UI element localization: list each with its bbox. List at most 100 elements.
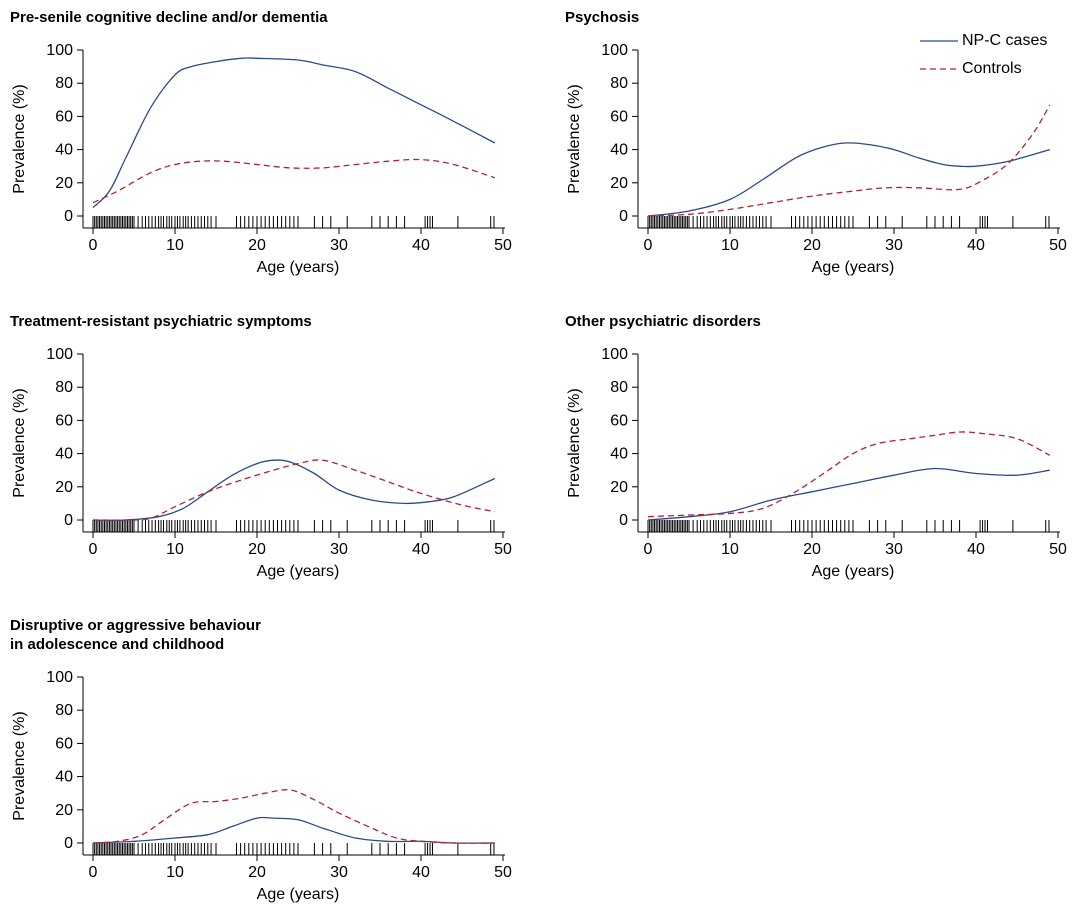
legend-label: Controls [962,60,1022,77]
legend-item-controls: Controls [920,59,1070,79]
y-tick-label: 20 [55,802,73,819]
legend: NP-C cases Controls [920,31,1070,81]
legend-swatch-controls [920,68,958,70]
y-tick-label: 20 [55,175,73,192]
x-tick-label: 20 [248,541,266,558]
x-axis-label: Age (years) [257,259,340,276]
series-line-cases [92,459,496,521]
x-tick-label: 20 [803,237,821,254]
series-line-controls [647,431,1051,518]
y-tick-label: 100 [46,42,73,59]
series-line-controls [92,789,495,844]
x-tick-label: 10 [166,864,184,881]
series-line-cases [92,57,496,209]
y-axis-label: Prevalence (%) [11,84,28,193]
y-tick-label: 100 [46,669,73,686]
y-tick-label: 0 [619,512,628,529]
x-tick-label: 0 [89,237,98,254]
x-tick-label: 0 [644,237,653,254]
x-tick-label: 20 [803,541,821,558]
x-tick-label: 30 [330,864,348,881]
axes: 0 20 40 60 80 100 0 10 20 30 40 50 Age (years) Preval… [11,42,512,276]
x-tick-label: 30 [330,237,348,254]
chart-title: Disruptive or aggressive behaviour in ad… [10,617,261,653]
y-tick-label: 0 [64,208,73,225]
y-tick-label: 40 [55,769,73,786]
x-tick-label: 10 [166,237,184,254]
chart-svg: 0 20 40 60 80 100 0 10 20 30 40 50 Age (years) Preval… [11,669,512,903]
y-tick-label: 40 [610,142,628,159]
axes: 0 20 40 60 80 100 0 10 20 30 40 50 Age (years) Preval… [11,669,512,903]
x-tick-label: 0 [644,541,653,558]
series-line-cases [92,816,495,844]
x-axis-label: Age (years) [812,259,895,276]
chart-svg: 0 20 40 60 80 100 0 10 20 30 40 50 Age (years) Preval… [566,42,1067,276]
y-tick-label: 60 [610,412,628,429]
y-tick-label: 80 [610,379,628,396]
legend-label: NP-C cases [962,32,1048,49]
y-axis-label: Prevalence (%) [11,388,28,497]
y-axis-label: Prevalence (%) [11,711,28,820]
y-tick-label: 60 [55,412,73,429]
y-axis-label: Prevalence (%) [566,388,583,497]
x-tick-label: 20 [248,864,266,881]
chart-svg: 0 20 40 60 80 100 0 10 20 30 40 50 Age (years) Preval… [11,346,512,580]
chart-panel-2: Treatment-resistant psychiatric symptoms… [10,312,540,607]
y-tick-label: 80 [55,702,73,719]
x-tick-label: 50 [494,541,512,558]
x-tick-label: 0 [89,541,98,558]
x-tick-label: 30 [885,237,903,254]
x-axis-label: Age (years) [812,563,895,580]
x-tick-label: 40 [412,864,430,881]
series-line-controls [92,459,495,521]
y-tick-label: 60 [610,108,628,125]
x-axis-label: Age (years) [257,563,340,580]
rug-marks [92,843,495,855]
x-tick-label: 40 [967,541,985,558]
x-tick-label: 40 [412,237,430,254]
y-tick-label: 100 [601,346,628,363]
y-tick-label: 0 [64,835,73,852]
chart-panel-0: Pre-senile cognitive decline and/or deme… [10,8,540,303]
series-line-cases [647,467,1050,521]
x-tick-label: 50 [1049,237,1067,254]
x-tick-label: 10 [721,541,739,558]
y-tick-label: 20 [610,479,628,496]
chart-title: Pre-senile cognitive decline and/or deme… [10,9,328,26]
rug-marks [92,520,495,532]
chart-panel-3: Other psychiatric disorders 0 20 40 60 80 100… [565,312,1072,607]
x-tick-label: 30 [885,541,903,558]
axes: 0 20 40 60 80 100 0 10 20 30 40 50 Age (years) Preval… [11,346,512,580]
rug-marks [647,216,1050,228]
series-line-controls [92,158,496,204]
legend-item-cases: NP-C cases [920,31,1070,51]
chart-title: Treatment-resistant psychiatric symptoms [10,313,312,330]
x-tick-label: 10 [721,237,739,254]
x-tick-label: 50 [494,864,512,881]
series-line-controls [647,104,1051,217]
x-tick-label: 50 [1049,541,1067,558]
x-tick-label: 20 [248,237,266,254]
y-tick-label: 0 [619,208,628,225]
x-tick-label: 30 [330,541,348,558]
y-tick-label: 40 [610,446,628,463]
chart-title: Other psychiatric disorders [565,313,761,330]
chart-panel-1: Psychosis 0 20 40 60 80 100 0 10 20 30 40 50 Age (ye… [565,8,1072,303]
chart-panel-4: Disruptive or aggressive behaviour in ad… [10,616,540,911]
x-tick-label: 10 [166,541,184,558]
axes: 0 20 40 60 80 100 0 10 20 30 40 50 Age (years) Preval… [566,42,1067,276]
x-tick-label: 0 [89,864,98,881]
x-tick-label: 50 [494,237,512,254]
chart-svg: 0 20 40 60 80 100 0 10 20 30 40 50 Age (years) Preval… [566,346,1067,580]
chart-title: Psychosis [565,9,640,26]
x-axis-label: Age (years) [257,886,340,903]
axes: 0 20 40 60 80 100 0 10 20 30 40 50 Age (years) Preval… [566,346,1067,580]
y-tick-label: 40 [55,446,73,463]
y-tick-label: 100 [601,42,628,59]
legend-swatch-cases [920,40,958,42]
y-tick-label: 100 [46,346,73,363]
x-tick-label: 40 [412,541,430,558]
y-tick-label: 20 [55,479,73,496]
x-tick-label: 40 [967,237,985,254]
y-tick-label: 60 [55,108,73,125]
